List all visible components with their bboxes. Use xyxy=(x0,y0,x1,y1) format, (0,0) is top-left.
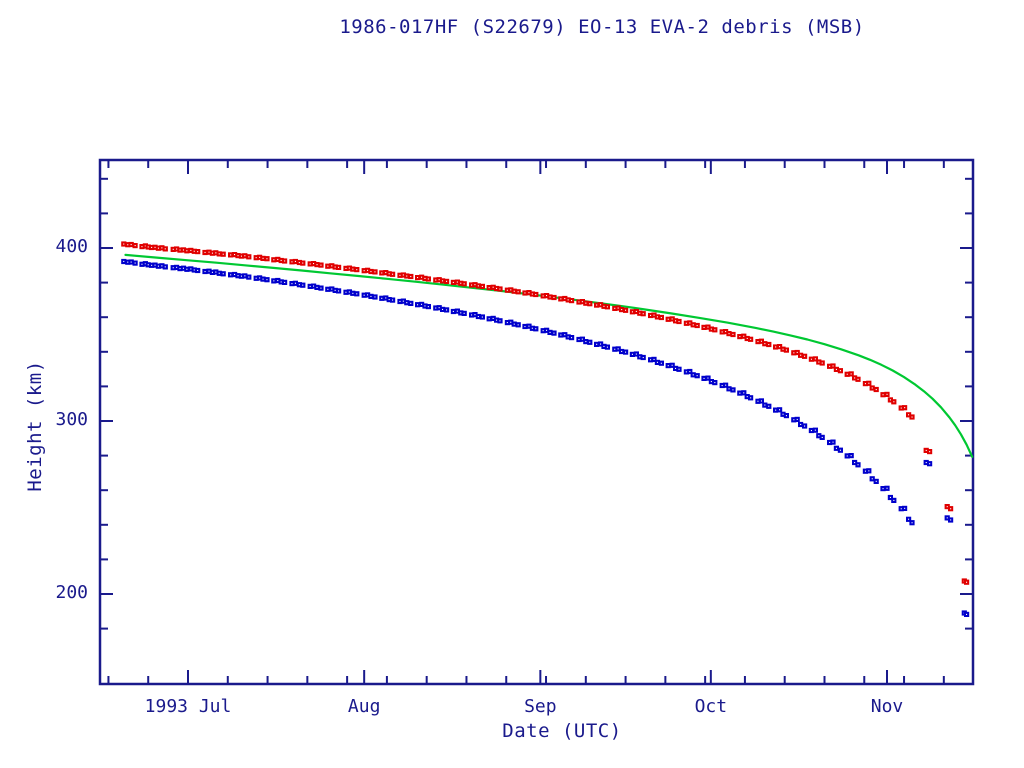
x-tick-label: Aug xyxy=(347,696,381,717)
y-axis-title: Height (km) xyxy=(24,360,46,492)
y-tick-label: 400 xyxy=(55,236,88,257)
mean-height-curve xyxy=(124,253,974,458)
perigee-series-markers xyxy=(121,258,970,617)
x-axis-title: Date (UTC) xyxy=(0,720,1024,742)
x-tick-label: 1993 Jul xyxy=(144,696,232,717)
y-tick-label: 200 xyxy=(55,582,88,603)
chart-title-text: 1986-017HF (S22679) EO-13 EVA-2 debris (… xyxy=(339,16,865,38)
x-axis-title-text: Date (UTC) xyxy=(502,720,622,742)
x-tick-label: Sep xyxy=(524,696,557,717)
apogee-series-markers xyxy=(121,241,970,585)
chart-title: 1986-017HF (S22679) EO-13 EVA-2 debris (… xyxy=(0,16,1024,38)
axis-frame xyxy=(98,158,975,686)
y-tick-label: 300 xyxy=(55,409,88,430)
x-tick-label: Oct xyxy=(694,696,728,717)
x-tick-label: Nov xyxy=(870,696,904,717)
